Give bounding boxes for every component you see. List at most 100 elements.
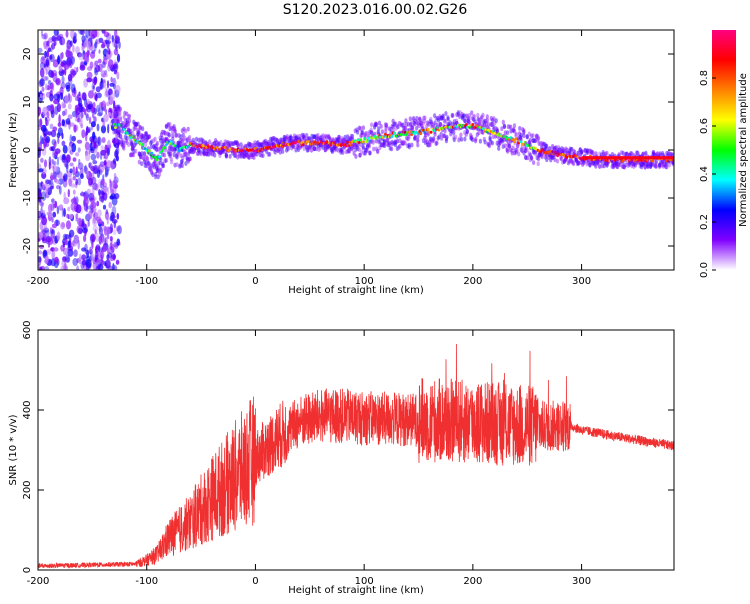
heatmap-cell	[158, 172, 162, 177]
heatmap-cell	[97, 179, 103, 189]
heatmap-cell	[107, 59, 114, 69]
heatmap-cell	[62, 241, 65, 248]
heatmap-cell	[67, 188, 71, 198]
heatmap-cell	[155, 142, 159, 148]
heatmap-cell	[429, 117, 433, 122]
heatmap-cell	[46, 50, 50, 58]
heatmap-cell	[59, 92, 64, 100]
spectrogram-y-label: Frequency (Hz)	[8, 112, 19, 188]
heatmap-cell	[137, 129, 141, 135]
heatmap-cell	[90, 165, 96, 172]
heatmap-cell	[344, 144, 348, 148]
heatmap-cell	[67, 114, 73, 120]
heatmap-cell	[74, 95, 78, 101]
heatmap-cell	[60, 221, 66, 230]
heatmap-cell	[213, 152, 217, 158]
heatmap-cell	[506, 130, 510, 136]
colorbar-tick-label: 0.2	[699, 214, 710, 230]
heatmap-cell	[514, 131, 519, 137]
heatmap-cell	[183, 152, 188, 157]
heatmap-cell	[58, 65, 63, 72]
heatmap-cell	[89, 248, 94, 255]
heatmap-cell	[536, 161, 540, 167]
heatmap-cell	[110, 188, 114, 195]
heatmap-cell	[54, 151, 58, 156]
heatmap-cell	[96, 104, 101, 113]
heatmap-cell	[54, 200, 58, 209]
heatmap-cell	[115, 225, 120, 232]
heatmap-cell	[78, 53, 85, 61]
heatmap-cell	[73, 234, 80, 244]
heatmap-cell	[528, 138, 532, 143]
heatmap-cell	[41, 216, 47, 226]
heatmap-cell	[103, 104, 107, 112]
heatmap-cell	[127, 118, 132, 123]
heatmap-cell	[96, 92, 102, 99]
heatmap-cell	[154, 155, 158, 159]
heatmap-cell	[76, 139, 83, 144]
heatmap-cell	[39, 265, 43, 270]
heatmap-cell	[43, 227, 50, 233]
heatmap-cell	[509, 124, 513, 130]
heatmap-cell	[101, 30, 106, 34]
heatmap-cell	[141, 126, 145, 132]
heatmap-cell	[525, 147, 529, 153]
snr-x-tick-label: -200	[27, 576, 50, 587]
heatmap-cell	[90, 153, 97, 161]
heatmap-cell	[180, 163, 184, 169]
heatmap-cell	[41, 92, 46, 100]
heatmap-cell	[41, 55, 45, 63]
heatmap-cell	[84, 108, 87, 116]
heatmap-cell	[48, 47, 51, 53]
heatmap-cell	[80, 30, 85, 36]
heatmap-cell	[55, 179, 61, 185]
heatmap-cell	[85, 259, 92, 268]
heatmap-cell	[61, 222, 66, 228]
heatmap-cell	[38, 168, 44, 173]
heatmap-cell	[71, 143, 77, 153]
heatmap-cell	[53, 93, 60, 101]
heatmap-cell	[127, 142, 131, 148]
heatmap-cell	[50, 109, 55, 119]
heatmap-cell	[115, 259, 120, 265]
heatmap-cell	[96, 38, 101, 45]
heatmap-cell	[69, 162, 74, 167]
snr-x-tick-label: 0	[252, 576, 258, 587]
heatmap-cell	[68, 178, 72, 187]
heatmap-cell	[428, 142, 432, 147]
heatmap-cell	[75, 178, 78, 186]
heatmap-cell	[177, 149, 181, 153]
heatmap-cell	[442, 133, 446, 139]
heatmap-cell	[465, 129, 470, 135]
heatmap-cell	[93, 78, 97, 86]
heatmap-cell	[39, 78, 45, 87]
heatmap-cell	[40, 202, 44, 208]
heatmap-cell	[113, 172, 117, 180]
heatmap-cell	[58, 185, 62, 195]
heatmap-cell	[58, 204, 64, 211]
heatmap-cell	[118, 106, 122, 112]
spectrogram-heatmap	[38, 30, 674, 270]
heatmap-cell	[68, 213, 74, 220]
heatmap-cell	[81, 254, 87, 261]
heatmap-cell	[74, 112, 77, 122]
heatmap-cell	[472, 113, 476, 119]
heatmap-cell	[65, 30, 69, 38]
heatmap-cell	[97, 219, 103, 225]
heatmap-cell	[471, 137, 475, 143]
heatmap-cell	[82, 258, 86, 268]
snr-y-tick-label: 200	[22, 480, 33, 499]
heatmap-cell	[104, 173, 108, 178]
heatmap-cell	[171, 136, 175, 142]
heatmap-cell	[96, 123, 100, 132]
heatmap-cell	[93, 164, 99, 174]
heatmap-cell	[99, 161, 105, 167]
heatmap-cell	[281, 149, 285, 154]
heatmap-cell	[46, 111, 50, 119]
heatmap-cell	[47, 187, 52, 196]
heatmap-cell	[390, 135, 394, 139]
heatmap-cell	[41, 33, 47, 40]
heatmap-cell	[100, 79, 106, 84]
heatmap-cell	[108, 112, 111, 117]
heatmap-cell	[71, 135, 76, 142]
